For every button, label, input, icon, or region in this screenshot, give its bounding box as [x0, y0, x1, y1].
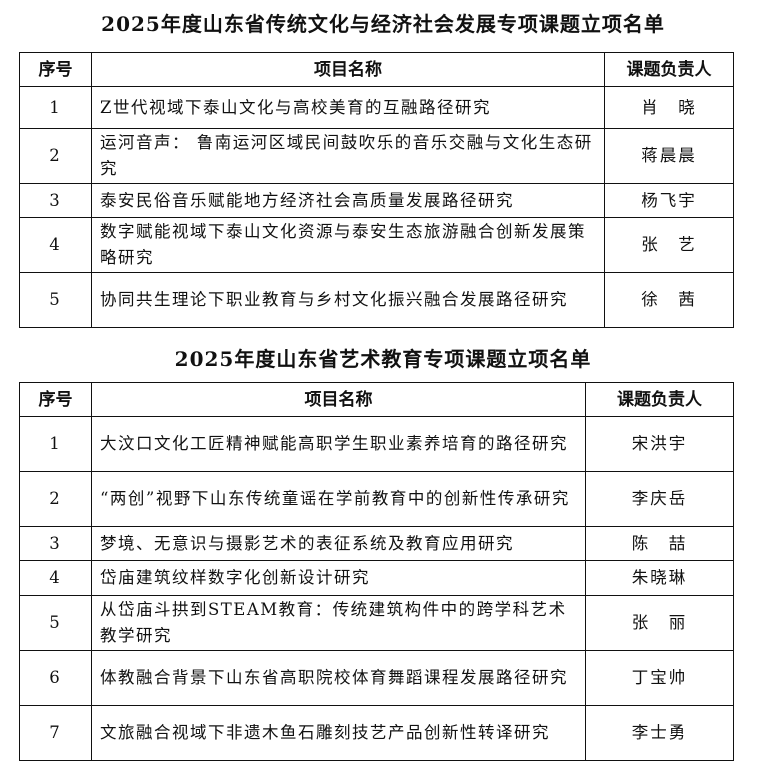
header-number: 序号 — [19, 52, 92, 87]
project-name: 梦境、无意识与摄影艺术的表征系统及教育应用研究 — [91, 526, 586, 561]
row-number: 5 — [19, 595, 92, 651]
row-number: 1 — [19, 86, 92, 129]
project-name: Z世代视域下泰山文化与高校美育的互融路径研究 — [91, 86, 605, 129]
table-row: 4 数字赋能视域下泰山文化资源与泰安生态旅游融合创新发展策略研究张 艺 — [19, 217, 734, 273]
person-name: 蒋晨晨 — [604, 128, 734, 184]
project-name: “两创”视野下山东传统童谣在学前教育中的创新性传承研究 — [91, 471, 586, 527]
header-person: 课题负责人 — [585, 382, 734, 417]
person-name: 宋洪宇 — [585, 416, 734, 472]
table-row: 3 梦境、无意识与摄影艺术的表征系统及教育应用研究陈 喆 — [19, 526, 734, 561]
table-row: 1 大汶口文化工匠精神赋能高职学生职业素养培育的路径研究 宋洪宇 — [19, 416, 734, 472]
person-name: 张 丽 — [585, 595, 734, 651]
table-row: 4 岱庙建筑纹样数字化创新设计研究 朱晓琳 — [19, 560, 734, 596]
table-row: 1 Z世代视域下泰山文化与高校美育的互融路径研究肖 晓 — [19, 86, 734, 129]
table1: 序号 项目名称 课题负责人 1 Z世代视域下泰山文化与高校美育的互融路径研究肖 晓… — [19, 52, 734, 328]
row-number: 3 — [19, 183, 92, 218]
project-name: 从岱庙斗拱到STEAM教育：传统建筑构件中的跨学科艺术教学研究 — [91, 595, 586, 651]
table-row: 3 泰安民俗音乐赋能地方经济社会高质量发展路径研究 杨飞宇 — [19, 183, 734, 218]
person-name: 杨飞宇 — [604, 183, 734, 218]
row-number: 2 — [19, 471, 92, 527]
project-name: 岱庙建筑纹样数字化创新设计研究 — [91, 560, 586, 596]
table2-title: 2025年度山东省艺术教育专项课题立项名单 — [174, 347, 592, 371]
project-name: 协同共生理论下职业教育与乡村文化振兴融合发展路径研究 — [91, 272, 605, 328]
person-name: 丁宝帅 — [585, 650, 734, 706]
person-name: 张 艺 — [604, 217, 734, 273]
project-name: 大汶口文化工匠精神赋能高职学生职业素养培育的路径研究 — [91, 416, 586, 472]
person-name: 肖 晓 — [604, 86, 734, 129]
person-name: 陈 喆 — [585, 526, 734, 561]
row-number: 3 — [19, 526, 92, 561]
table2: 序号 项目名称 课题负责人 1 大汶口文化工匠精神赋能高职学生职业素养培育的路径研… — [19, 382, 734, 761]
person-name: 徐 茜 — [604, 272, 734, 328]
project-name: 文旅融合视域下非遗木鱼石雕刻技艺产品创新性转译研究 — [91, 705, 586, 761]
header-project-name: 项目名称 — [91, 52, 605, 87]
table-row: 7 文旅融合视域下非遗木鱼石雕刻技艺产品创新性转译研究 李士勇 — [19, 705, 734, 761]
table-row: 2 运河音声： 鲁南运河区域民间鼓吹乐的音乐交融与文化生态研究 蒋晨晨 — [19, 128, 734, 184]
project-name: 泰安民俗音乐赋能地方经济社会高质量发展路径研究 — [91, 183, 605, 218]
header-person: 课题负责人 — [604, 52, 734, 87]
table-row: 2 “两创”视野下山东传统童谣在学前教育中的创新性传承研究 李庆岳 — [19, 471, 734, 527]
table-row: 5 从岱庙斗拱到STEAM教育：传统建筑构件中的跨学科艺术教学研究张 丽 — [19, 595, 734, 651]
table-row: 5 协同共生理论下职业教育与乡村文化振兴融合发展路径研究徐 茜 — [19, 272, 734, 328]
person-name: 李士勇 — [585, 705, 734, 761]
project-name: 数字赋能视域下泰山文化资源与泰安生态旅游融合创新发展策略研究 — [91, 217, 605, 273]
header-number: 序号 — [19, 382, 92, 417]
row-number: 6 — [19, 650, 92, 706]
project-name: 体教融合背景下山东省高职院校体育舞蹈课程发展路径研究 — [91, 650, 586, 706]
table1-title: 2025年度山东省传统文化与经济社会发展专项课题立项名单 — [101, 12, 665, 36]
row-number: 4 — [19, 560, 92, 596]
table-row: 6 体教融合背景下山东省高职院校体育舞蹈课程发展路径研究 丁宝帅 — [19, 650, 734, 706]
row-number: 7 — [19, 705, 92, 761]
project-name: 运河音声： 鲁南运河区域民间鼓吹乐的音乐交融与文化生态研究 — [91, 128, 605, 184]
row-number: 4 — [19, 217, 92, 273]
row-number: 1 — [19, 416, 92, 472]
row-number: 5 — [19, 272, 92, 328]
person-name: 李庆岳 — [585, 471, 734, 527]
header-project-name: 项目名称 — [91, 382, 586, 417]
person-name: 朱晓琳 — [585, 560, 734, 596]
row-number: 2 — [19, 128, 92, 184]
